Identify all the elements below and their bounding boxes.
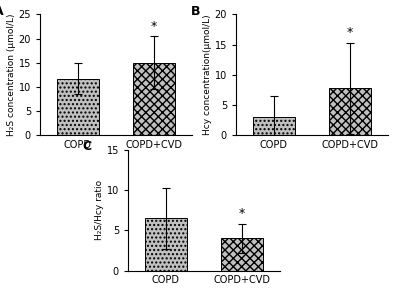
Bar — [57, 79, 99, 135]
Text: B: B — [190, 5, 200, 18]
Y-axis label: H₂S/Hcy ratio: H₂S/Hcy ratio — [95, 180, 104, 240]
Y-axis label: Hcy concentration(μmol/L): Hcy concentration(μmol/L) — [203, 15, 212, 135]
Bar — [145, 218, 187, 271]
Text: *: * — [347, 26, 353, 39]
Bar — [329, 88, 371, 135]
Text: *: * — [151, 20, 157, 33]
Y-axis label: H₂S concentration (μmol/L): H₂S concentration (μmol/L) — [7, 14, 16, 136]
Bar — [133, 63, 175, 135]
Text: A: A — [0, 5, 4, 18]
Text: *: * — [239, 207, 245, 220]
Bar — [221, 238, 263, 271]
Text: C: C — [82, 140, 92, 153]
Bar — [253, 117, 295, 135]
